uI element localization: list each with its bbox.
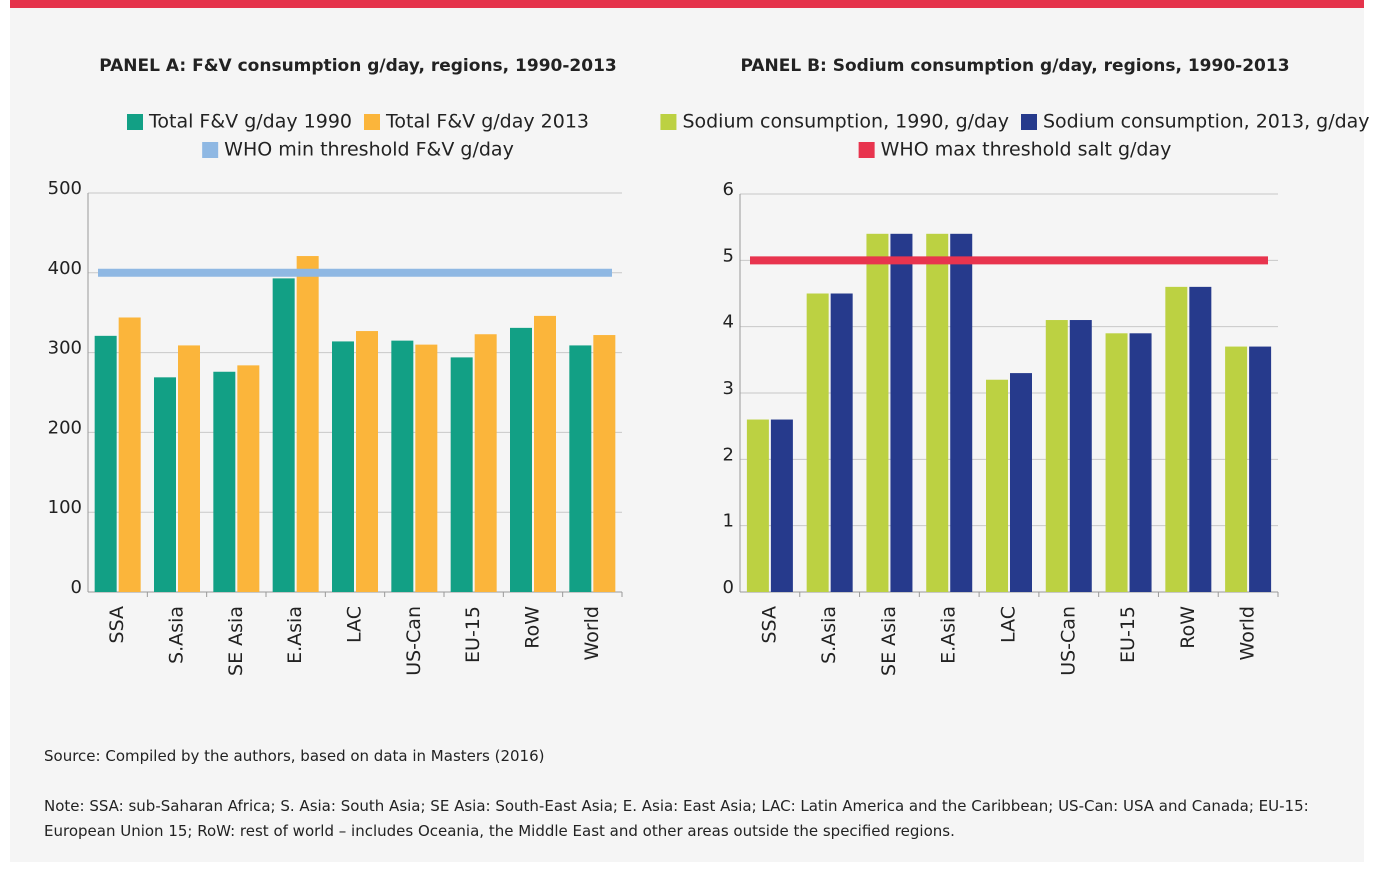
chart-title: PANEL B: Sodium consumption g/day, regio… bbox=[740, 56, 1289, 76]
source: Source: Compiled by the authors, based o… bbox=[44, 747, 545, 765]
bar bbox=[1225, 346, 1248, 592]
x-tick-label: SSA bbox=[106, 606, 128, 643]
x-tick-label: E.Asia bbox=[938, 606, 960, 664]
bar bbox=[569, 345, 592, 592]
legend-label: WHO min threshold F&V g/day bbox=[224, 139, 514, 161]
legend-swatch bbox=[127, 114, 143, 130]
bar bbox=[178, 345, 200, 592]
y-tick-label: 3 bbox=[723, 378, 734, 399]
legend-row: Total F&V g/day 1990 Total F&V g/day 2013 bbox=[127, 111, 589, 133]
bar bbox=[474, 334, 497, 592]
charts: PANEL A: F&V consumption g/day, regions,… bbox=[48, 56, 1370, 676]
bar bbox=[391, 340, 414, 592]
y-tick-label: 1 bbox=[723, 511, 734, 532]
x-tick-label: World bbox=[581, 606, 603, 660]
bar bbox=[1045, 320, 1068, 592]
x-tick-label: SE Asia bbox=[878, 606, 900, 676]
bar bbox=[1249, 346, 1272, 592]
x-tick-label: EU-15 bbox=[462, 606, 484, 663]
y-tick-label: 400 bbox=[48, 258, 82, 279]
bar bbox=[510, 327, 532, 592]
bar bbox=[356, 331, 378, 592]
y-tick-label: 4 bbox=[723, 312, 734, 333]
bar bbox=[770, 419, 793, 592]
bar bbox=[926, 233, 949, 593]
x-tick-label: SE Asia bbox=[225, 606, 247, 676]
legend-row: Sodium consumption, 1990, g/day Sodium co… bbox=[660, 111, 1370, 133]
legend-label: WHO max threshold salt g/day bbox=[881, 139, 1172, 161]
bar bbox=[272, 278, 295, 592]
x-tick-label: LAC bbox=[344, 606, 366, 643]
x-tick-label: EU-15 bbox=[1117, 606, 1139, 663]
x-tick-label: US-Can bbox=[403, 606, 425, 676]
bar bbox=[534, 315, 556, 592]
y-tick-label: 2 bbox=[723, 444, 734, 465]
figure: PANEL A: F&V consumption g/day, regions,… bbox=[10, 0, 1370, 862]
bar bbox=[1105, 333, 1128, 592]
bar bbox=[332, 341, 354, 592]
legend-swatch bbox=[364, 114, 380, 130]
bar bbox=[1165, 286, 1188, 592]
x-tick-label: SSA bbox=[758, 606, 780, 643]
note: Note: SSA: sub-Saharan Africa; S. Asia: … bbox=[44, 797, 1309, 840]
x-tick-label: LAC bbox=[998, 606, 1020, 643]
x-tick-label: World bbox=[1237, 606, 1259, 660]
x-tick-label: US-Can bbox=[1057, 606, 1079, 676]
bar bbox=[1189, 286, 1212, 592]
bar bbox=[154, 377, 176, 592]
bar bbox=[866, 233, 889, 593]
legend-label: Total F&V g/day 2013 bbox=[385, 111, 589, 133]
legend-label: Total F&V g/day 1990 bbox=[148, 111, 352, 133]
y-tick-label: 100 bbox=[48, 497, 82, 518]
bar bbox=[890, 233, 913, 593]
legend-swatch bbox=[858, 142, 875, 158]
legend-row: WHO min threshold F&V g/day bbox=[202, 139, 514, 161]
bar bbox=[237, 365, 260, 592]
bar bbox=[986, 379, 1008, 592]
bar bbox=[746, 419, 769, 592]
y-tick-label: 0 bbox=[71, 577, 82, 598]
legend-swatch bbox=[1021, 114, 1037, 130]
x-tick-label: S.Asia bbox=[166, 606, 188, 664]
x-tick-label: RoW bbox=[1177, 606, 1199, 649]
bar bbox=[415, 344, 438, 592]
bar bbox=[296, 256, 319, 592]
x-tick-label: RoW bbox=[522, 606, 544, 649]
bar bbox=[830, 293, 853, 592]
legend-row: WHO max threshold salt g/day bbox=[858, 139, 1172, 161]
x-tick-label: S.Asia bbox=[818, 606, 840, 664]
y-tick-label: 5 bbox=[723, 245, 734, 266]
y-tick-label: 6 bbox=[723, 179, 734, 200]
bar bbox=[94, 335, 117, 592]
bar bbox=[1129, 333, 1152, 592]
legend-label: Sodium consumption, 1990, g/day bbox=[682, 111, 1009, 133]
bar bbox=[1069, 320, 1092, 592]
legend-swatch bbox=[660, 114, 677, 130]
bar bbox=[1010, 373, 1032, 592]
y-tick-label: 0 bbox=[723, 577, 734, 598]
bar bbox=[950, 233, 973, 593]
y-tick-label: 200 bbox=[48, 417, 82, 438]
legend-swatch bbox=[202, 142, 219, 158]
y-tick-label: 500 bbox=[48, 178, 82, 199]
bar bbox=[806, 293, 829, 592]
bar bbox=[450, 357, 473, 592]
y-tick-label: 300 bbox=[48, 338, 82, 359]
legend-label: Sodium consumption, 2013, g/day bbox=[1043, 111, 1370, 133]
x-tick-label: E.Asia bbox=[284, 606, 306, 664]
bar bbox=[213, 371, 236, 592]
bar bbox=[118, 317, 141, 592]
bar bbox=[593, 335, 616, 592]
chart-title: PANEL A: F&V consumption g/day, regions,… bbox=[99, 56, 616, 76]
